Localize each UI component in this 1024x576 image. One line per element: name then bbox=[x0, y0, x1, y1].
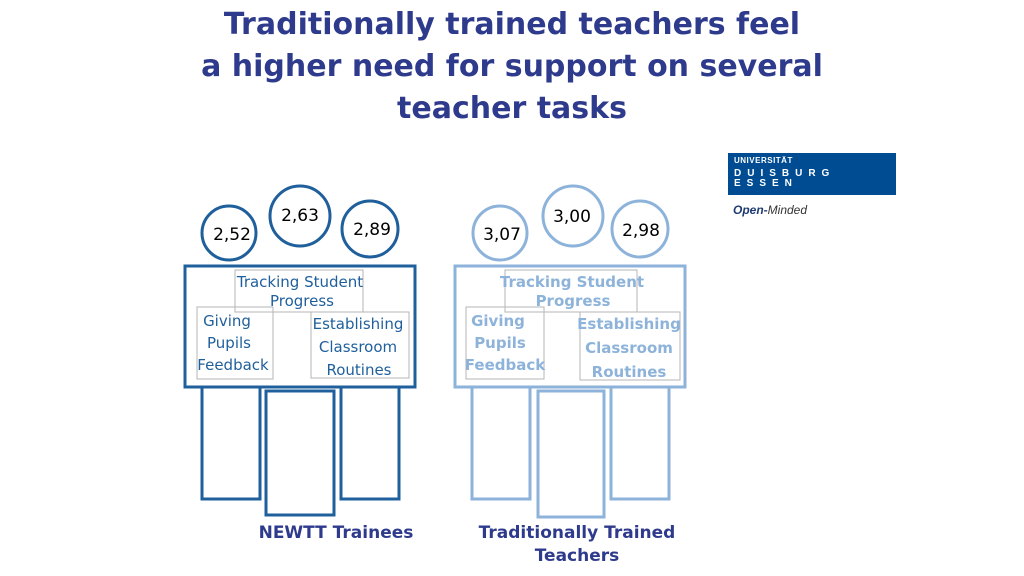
traditional-label-est-2: Classroom bbox=[585, 339, 673, 357]
newtt-label-giving-3: Feedback bbox=[197, 356, 269, 374]
newtt-label-est-2: Classroom bbox=[319, 338, 397, 356]
newtt-label-giving-1: Giving bbox=[203, 312, 251, 330]
logo-line-1: UNIVERSITÄT bbox=[734, 156, 793, 165]
title-line-1: Traditionally trained teachers feel bbox=[223, 7, 801, 42]
slide-title: Traditionally trained teachers feel a hi… bbox=[112, 4, 912, 130]
traditional-label-box-tracking bbox=[504, 269, 638, 313]
newtt-value-routines: 2,89 bbox=[353, 220, 391, 240]
newtt-value-feedback: 2,52 bbox=[213, 225, 251, 245]
traditional-value-tracking: 3,00 bbox=[553, 207, 591, 227]
traditional-caption: Traditionally Trained Teachers bbox=[457, 522, 697, 568]
newtt-label-box-establishing bbox=[310, 311, 410, 379]
traditional-head-routines bbox=[610, 199, 670, 259]
university-logo: UNIVERSITÄT DUISBURG ESSEN bbox=[728, 153, 896, 195]
newtt-label-tracking-1: Tracking Student bbox=[236, 273, 363, 291]
traditional-figure-group bbox=[453, 184, 687, 519]
traditional-value-routines: 2,98 bbox=[622, 221, 660, 241]
traditional-label-est-3: Routines bbox=[592, 363, 667, 381]
traditional-leg-middle bbox=[536, 389, 606, 519]
newtt-value-tracking: 2,63 bbox=[281, 206, 319, 226]
traditional-label-box-giving bbox=[465, 306, 545, 380]
traditional-label-tracking-1: Tracking Student bbox=[500, 273, 644, 291]
newtt-label-box-giving bbox=[196, 306, 274, 380]
title-line-3: teacher tasks bbox=[397, 91, 627, 126]
newtt-leg-left bbox=[200, 385, 262, 501]
traditional-caption-line-1: Traditionally Trained bbox=[478, 523, 676, 543]
traditional-body bbox=[453, 264, 687, 389]
title-line-2: a higher need for support on several bbox=[201, 49, 823, 84]
traditional-head-tracking bbox=[541, 184, 605, 248]
traditional-value-feedback: 3,07 bbox=[483, 225, 521, 245]
traditional-label-giving-3: Feedback bbox=[465, 356, 546, 374]
newtt-figure-group bbox=[183, 184, 417, 517]
newtt-label-box-tracking bbox=[234, 269, 364, 313]
traditional-leg-right bbox=[609, 385, 671, 501]
traditional-caption-line-2: Teachers bbox=[534, 546, 620, 566]
newtt-head-routines bbox=[340, 199, 400, 259]
newtt-label-tracking-2: Progress bbox=[270, 292, 334, 310]
newtt-label-giving-2: Pupils bbox=[207, 334, 251, 352]
traditional-label-giving-1: Giving bbox=[471, 312, 525, 330]
newtt-head-feedback bbox=[200, 204, 258, 262]
newtt-head-tracking bbox=[268, 184, 332, 248]
traditional-label-giving-2: Pupils bbox=[474, 334, 526, 352]
traditional-label-tracking-2: Progress bbox=[536, 292, 611, 310]
logo-line-3: ESSEN bbox=[734, 178, 798, 189]
traditional-leg-left bbox=[470, 385, 532, 501]
traditional-label-box-establishing bbox=[579, 311, 681, 381]
tagline-rest: Minded bbox=[767, 203, 808, 217]
traditional-head-feedback bbox=[471, 204, 529, 262]
newtt-leg-middle bbox=[264, 389, 336, 517]
newtt-leg-right bbox=[339, 385, 401, 501]
traditional-label-est-1: Establishing bbox=[577, 315, 681, 333]
newtt-label-est-1: Establishing bbox=[313, 315, 404, 333]
tagline-bold: Open- bbox=[733, 203, 768, 217]
newtt-label-est-3: Routines bbox=[326, 361, 391, 379]
logo-line-2: DUISBURG bbox=[734, 168, 836, 179]
logo-tagline: Open-Minded bbox=[733, 203, 807, 217]
newtt-caption: NEWTT Trainees bbox=[258, 523, 414, 543]
newtt-body bbox=[183, 264, 417, 389]
